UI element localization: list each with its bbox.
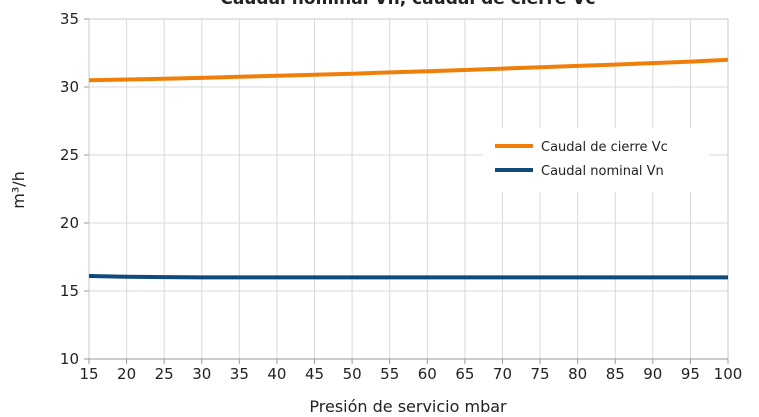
x-tick-label: 20 xyxy=(117,365,136,383)
legend-label: Caudal nominal Vn xyxy=(541,164,664,179)
x-tick-label: 90 xyxy=(643,365,662,383)
legend-box xyxy=(483,128,709,192)
legend: Caudal de cierre Vc Caudal nominal Vn xyxy=(483,128,709,192)
x-tick-label: 80 xyxy=(568,365,587,383)
axes: 15 20 25 30 35 40 45 50 55 60 65 70 75 80 85 90 95 100101… xyxy=(60,10,742,383)
y-tick-label: 10 xyxy=(60,350,79,368)
series-line-2 xyxy=(88,274,728,280)
y-axis-title: m³/h xyxy=(9,171,28,209)
y-tick-label: 35 xyxy=(60,10,79,28)
x-tick-label: 70 xyxy=(493,365,512,383)
legend-label: Caudal de cierre Vc xyxy=(541,140,668,155)
x-tick-label: 25 xyxy=(155,365,174,383)
x-tick-label: 65 xyxy=(455,365,474,383)
y-tick-label: 25 xyxy=(60,146,79,164)
x-tick-label: 60 xyxy=(418,365,437,383)
x-tick-label: 40 xyxy=(267,365,286,383)
series xyxy=(88,57,729,280)
x-tick-label: 85 xyxy=(606,365,625,383)
x-tick-label: 100 xyxy=(714,365,743,383)
series-line-1 xyxy=(88,57,729,83)
x-tick-label: 50 xyxy=(343,365,362,383)
x-tick-label: 75 xyxy=(531,365,550,383)
x-axis-title: Presión de servicio mbar xyxy=(309,397,507,416)
x-tick-label: 55 xyxy=(380,365,399,383)
y-tick-label: 15 xyxy=(60,282,79,300)
x-tick-label: 30 xyxy=(192,365,211,383)
y-tick-label: 30 xyxy=(60,78,79,96)
x-tick-label: 45 xyxy=(305,365,324,383)
x-tick-label: 95 xyxy=(681,365,700,383)
x-tick-label: 15 xyxy=(79,365,98,383)
chart-title: Caudal nominal Vn, caudal de cierre Vc xyxy=(220,0,595,9)
x-tick-label: 35 xyxy=(230,365,249,383)
y-tick-label: 20 xyxy=(60,214,79,232)
